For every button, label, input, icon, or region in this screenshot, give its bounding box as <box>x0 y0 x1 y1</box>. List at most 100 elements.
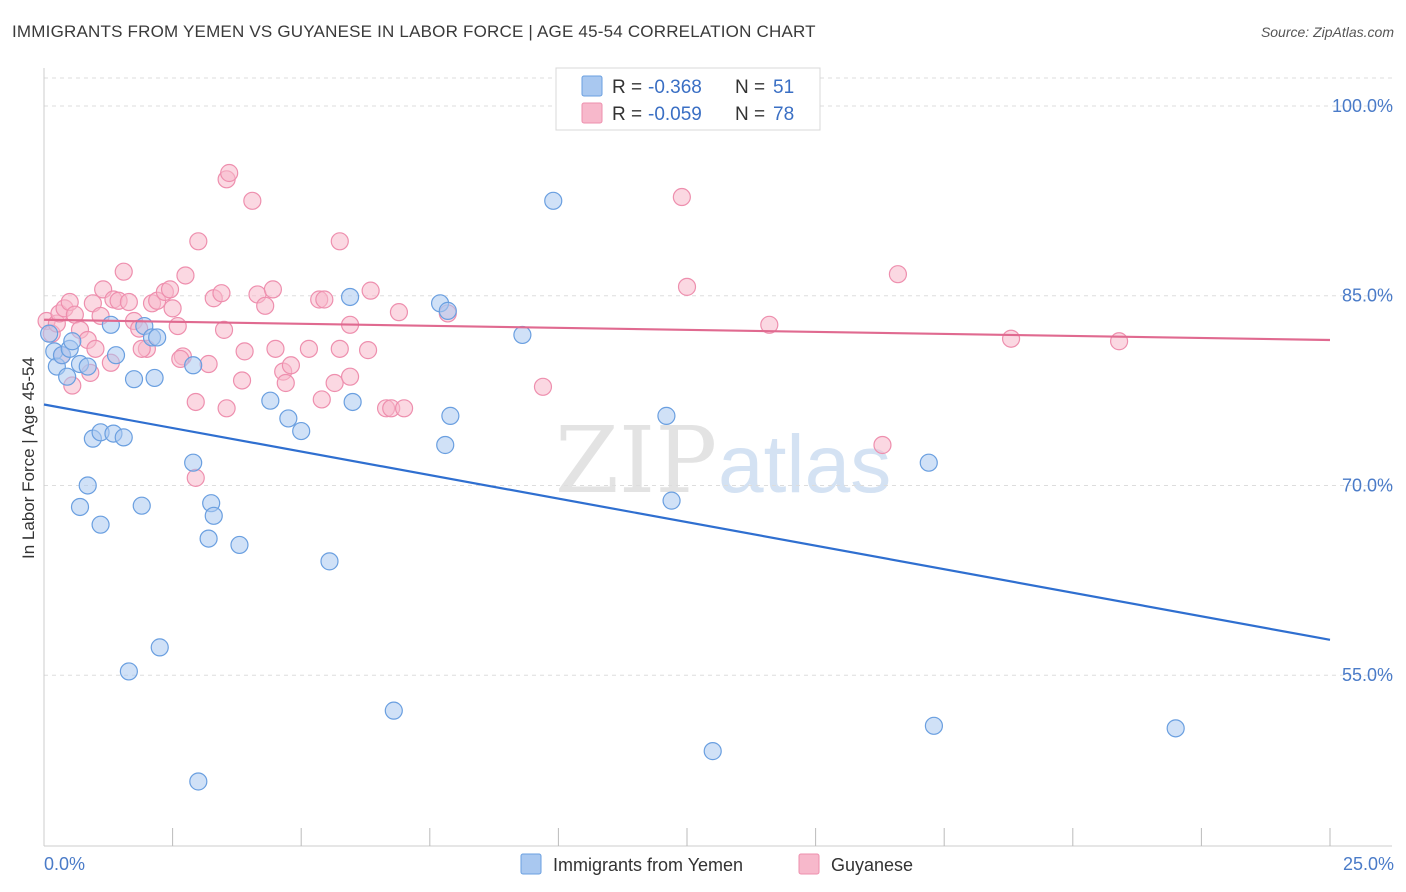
yemen-point <box>63 332 82 351</box>
correlation-legend: R = -0.368 N = 51 R = -0.059 N = 78 <box>555 67 821 131</box>
guyanese-point <box>677 277 697 296</box>
guyanese-point <box>1109 332 1129 351</box>
yemen-point <box>70 497 90 517</box>
yemen-point <box>78 476 97 495</box>
yemen-point <box>101 315 120 334</box>
guyanese-point <box>1001 329 1021 348</box>
bottom-legend-swatch-guyanese <box>798 853 820 875</box>
guyanese-point <box>114 262 133 281</box>
trend-lines <box>43 318 1331 641</box>
yemen-point <box>189 772 208 791</box>
legend-n-label-yemen: N = <box>735 77 765 98</box>
guyanese-point <box>232 371 252 390</box>
guyanese-point <box>212 284 231 303</box>
legend-r-value-yemen: -0.368 <box>648 77 702 98</box>
yemen-point <box>436 435 455 455</box>
legend-n-label-guyanese: N = <box>735 104 765 125</box>
yemen-point <box>384 701 403 720</box>
yemen-point <box>204 506 223 525</box>
watermark-atlas: atlas <box>718 419 891 510</box>
guyanese-point <box>189 232 208 251</box>
y-tick-label: 70.0% <box>1342 475 1393 495</box>
legend-swatch-yemen <box>581 75 603 97</box>
guyanese-point <box>168 316 187 336</box>
legend-swatch-guyanese <box>581 102 603 124</box>
y-axis-label: In Labor Force | Age 45-54 <box>19 357 38 559</box>
yemen-point <box>279 409 298 428</box>
yemen-point <box>544 191 563 210</box>
guyanese-point <box>199 354 218 374</box>
yemen-point <box>320 552 339 571</box>
guyanese-point <box>163 299 182 318</box>
bottom-legend-swatch-yemen <box>520 853 542 875</box>
yemen-point <box>924 716 944 735</box>
guyanese-point <box>533 377 553 396</box>
x-tick-label-min: 0.0% <box>44 854 85 874</box>
yemen-point <box>184 453 203 472</box>
guyanese-point <box>361 281 380 300</box>
yemen-point <box>184 356 203 375</box>
yemen-point <box>441 406 460 425</box>
legend-n-value-guyanese: 78 <box>773 104 794 125</box>
series-legend: Immigrants from Yemen Guyanese <box>520 853 913 875</box>
y-tick-label: 85.0% <box>1342 286 1393 306</box>
yemen-point <box>1166 719 1185 738</box>
y-tick-labels: 100.0% 85.0% 70.0% 55.0% <box>1332 96 1393 685</box>
yemen-point <box>703 742 722 761</box>
yemen-points <box>40 191 1185 791</box>
yemen-point <box>261 391 280 410</box>
yemen-point <box>657 406 676 425</box>
guyanese-point <box>186 392 205 412</box>
yemen-point <box>145 368 164 388</box>
yemen-point <box>132 496 151 515</box>
guyanese-point <box>256 296 275 315</box>
guyanese-point <box>340 367 360 386</box>
legend-r-value-guyanese: -0.059 <box>648 104 702 125</box>
guyanese-point <box>214 320 234 339</box>
yemen-point <box>40 324 59 343</box>
guyanese-point <box>160 280 180 299</box>
guyanese-point <box>325 373 344 393</box>
legend-r-label-yemen: R = <box>612 77 642 98</box>
guyanese-point <box>220 163 239 183</box>
guyanese-point <box>312 390 331 409</box>
yemen-point <box>340 287 360 307</box>
yemen-point <box>58 367 77 386</box>
guyanese-point <box>760 315 779 334</box>
yemen-point <box>919 453 938 472</box>
yemen-point <box>124 370 144 389</box>
guyanese-point <box>389 303 409 322</box>
guyanese-point <box>873 435 892 455</box>
guyanese-point <box>358 341 378 360</box>
guyanese-point <box>235 342 254 361</box>
yemen-point <box>438 301 457 320</box>
yemen-point <box>119 662 138 681</box>
guyanese-point <box>263 280 283 299</box>
yemen-point <box>106 346 126 365</box>
guyanese-point <box>281 356 301 375</box>
guyanese-point <box>243 191 262 210</box>
watermark-zip: ZIP <box>555 407 717 514</box>
bottom-legend-label-yemen: Immigrants from Yemen <box>553 855 743 875</box>
guyanese-point <box>330 339 349 358</box>
x-tick-marks <box>172 828 1331 846</box>
guyanese-point <box>672 187 691 207</box>
yemen-point <box>114 428 133 447</box>
y-tick-label: 55.0% <box>1342 665 1393 685</box>
source-label: Source: ZipAtlas.com <box>1260 24 1394 40</box>
x-tick-label-max: 25.0% <box>1343 854 1394 874</box>
guyanese-point <box>86 339 105 358</box>
yemen-point <box>199 529 218 548</box>
guyanese-point <box>132 339 151 358</box>
guyanese-point <box>315 290 334 309</box>
yemen-point <box>78 357 97 376</box>
bottom-legend-label-guyanese: Guyanese <box>831 855 913 875</box>
chart-title: IMMIGRANTS FROM YEMEN VS GUYANESE IN LAB… <box>12 22 816 41</box>
yemen-point <box>150 638 169 657</box>
guyanese-point <box>176 266 195 285</box>
yemen-point <box>292 421 311 441</box>
guyanese-point <box>394 399 414 418</box>
guyanese-trend-line <box>43 318 1331 342</box>
y-tick-label: 100.0% <box>1332 96 1393 116</box>
